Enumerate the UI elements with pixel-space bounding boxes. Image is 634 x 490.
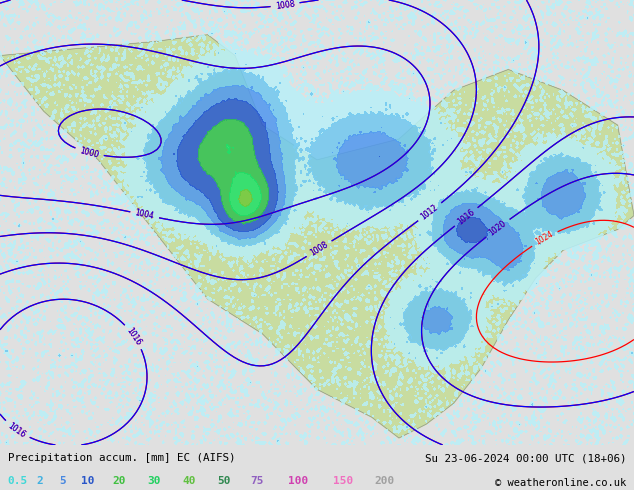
Text: 1016: 1016: [6, 421, 27, 439]
Text: 0.5: 0.5: [8, 476, 28, 487]
Text: 50: 50: [217, 476, 231, 487]
Text: 10: 10: [81, 476, 94, 487]
Text: 1008: 1008: [309, 240, 330, 258]
Text: 1016: 1016: [125, 326, 143, 347]
Text: 2: 2: [37, 476, 44, 487]
Text: 1000: 1000: [79, 146, 100, 159]
Text: 1012: 1012: [420, 202, 440, 221]
Text: © weatheronline.co.uk: © weatheronline.co.uk: [495, 478, 626, 488]
Text: 1008: 1008: [275, 0, 295, 11]
Text: Su 23-06-2024 00:00 UTC (18+06): Su 23-06-2024 00:00 UTC (18+06): [425, 453, 626, 463]
Text: 100: 100: [288, 476, 309, 487]
Text: 1016: 1016: [456, 207, 477, 226]
Text: 1008: 1008: [309, 240, 330, 258]
Text: 1008: 1008: [275, 0, 295, 11]
Text: 1004: 1004: [134, 208, 155, 221]
Text: 1020: 1020: [488, 219, 508, 238]
Text: 75: 75: [250, 476, 264, 487]
Text: 20: 20: [113, 476, 126, 487]
Text: 30: 30: [148, 476, 161, 487]
Text: 200: 200: [374, 476, 394, 487]
Text: 5: 5: [59, 476, 66, 487]
Polygon shape: [0, 35, 634, 438]
Text: 1004: 1004: [134, 208, 155, 221]
Text: Precipitation accum. [mm] EC (AIFS): Precipitation accum. [mm] EC (AIFS): [8, 453, 235, 463]
Text: 1016: 1016: [6, 421, 27, 439]
Text: 1016: 1016: [456, 207, 477, 226]
Text: 1020: 1020: [488, 219, 508, 238]
Text: 1012: 1012: [420, 202, 440, 221]
Text: 40: 40: [183, 476, 196, 487]
Text: 1024: 1024: [534, 230, 555, 247]
Text: 1016: 1016: [125, 326, 143, 347]
Text: 150: 150: [333, 476, 353, 487]
Text: 1000: 1000: [79, 146, 100, 159]
